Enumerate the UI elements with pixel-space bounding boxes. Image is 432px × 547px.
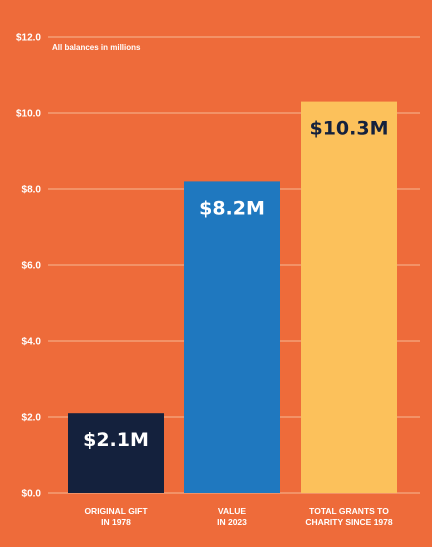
bar-value-label: $10.3M bbox=[309, 118, 388, 140]
category-label: IN 2023 bbox=[217, 517, 247, 527]
y-tick-label: $12.0 bbox=[16, 33, 41, 44]
bar bbox=[301, 101, 397, 493]
bar-value-label: $8.2M bbox=[199, 197, 265, 219]
bar-value-label: $2.1M bbox=[83, 429, 149, 451]
y-tick-label: $4.0 bbox=[22, 337, 42, 348]
category-label: ORIGINAL GIFT bbox=[84, 506, 148, 516]
y-tick-label: $10.0 bbox=[16, 109, 41, 120]
y-tick-label: $2.0 bbox=[22, 413, 42, 424]
y-tick-label: $0.0 bbox=[22, 489, 42, 500]
y-tick-label: $8.0 bbox=[22, 185, 42, 196]
bar-layer: $2.1M $8.2M $10.3M bbox=[68, 101, 397, 493]
category-label: TOTAL GRANTS TO bbox=[309, 506, 389, 516]
annotation-note: All balances in millions bbox=[52, 43, 141, 52]
y-tick-label: $6.0 bbox=[22, 261, 42, 272]
category-label: VALUE bbox=[218, 506, 247, 516]
category-label: CHARITY SINCE 1978 bbox=[305, 517, 393, 527]
bar bbox=[68, 413, 164, 493]
bar bbox=[184, 181, 280, 493]
category-label: IN 1978 bbox=[101, 517, 131, 527]
